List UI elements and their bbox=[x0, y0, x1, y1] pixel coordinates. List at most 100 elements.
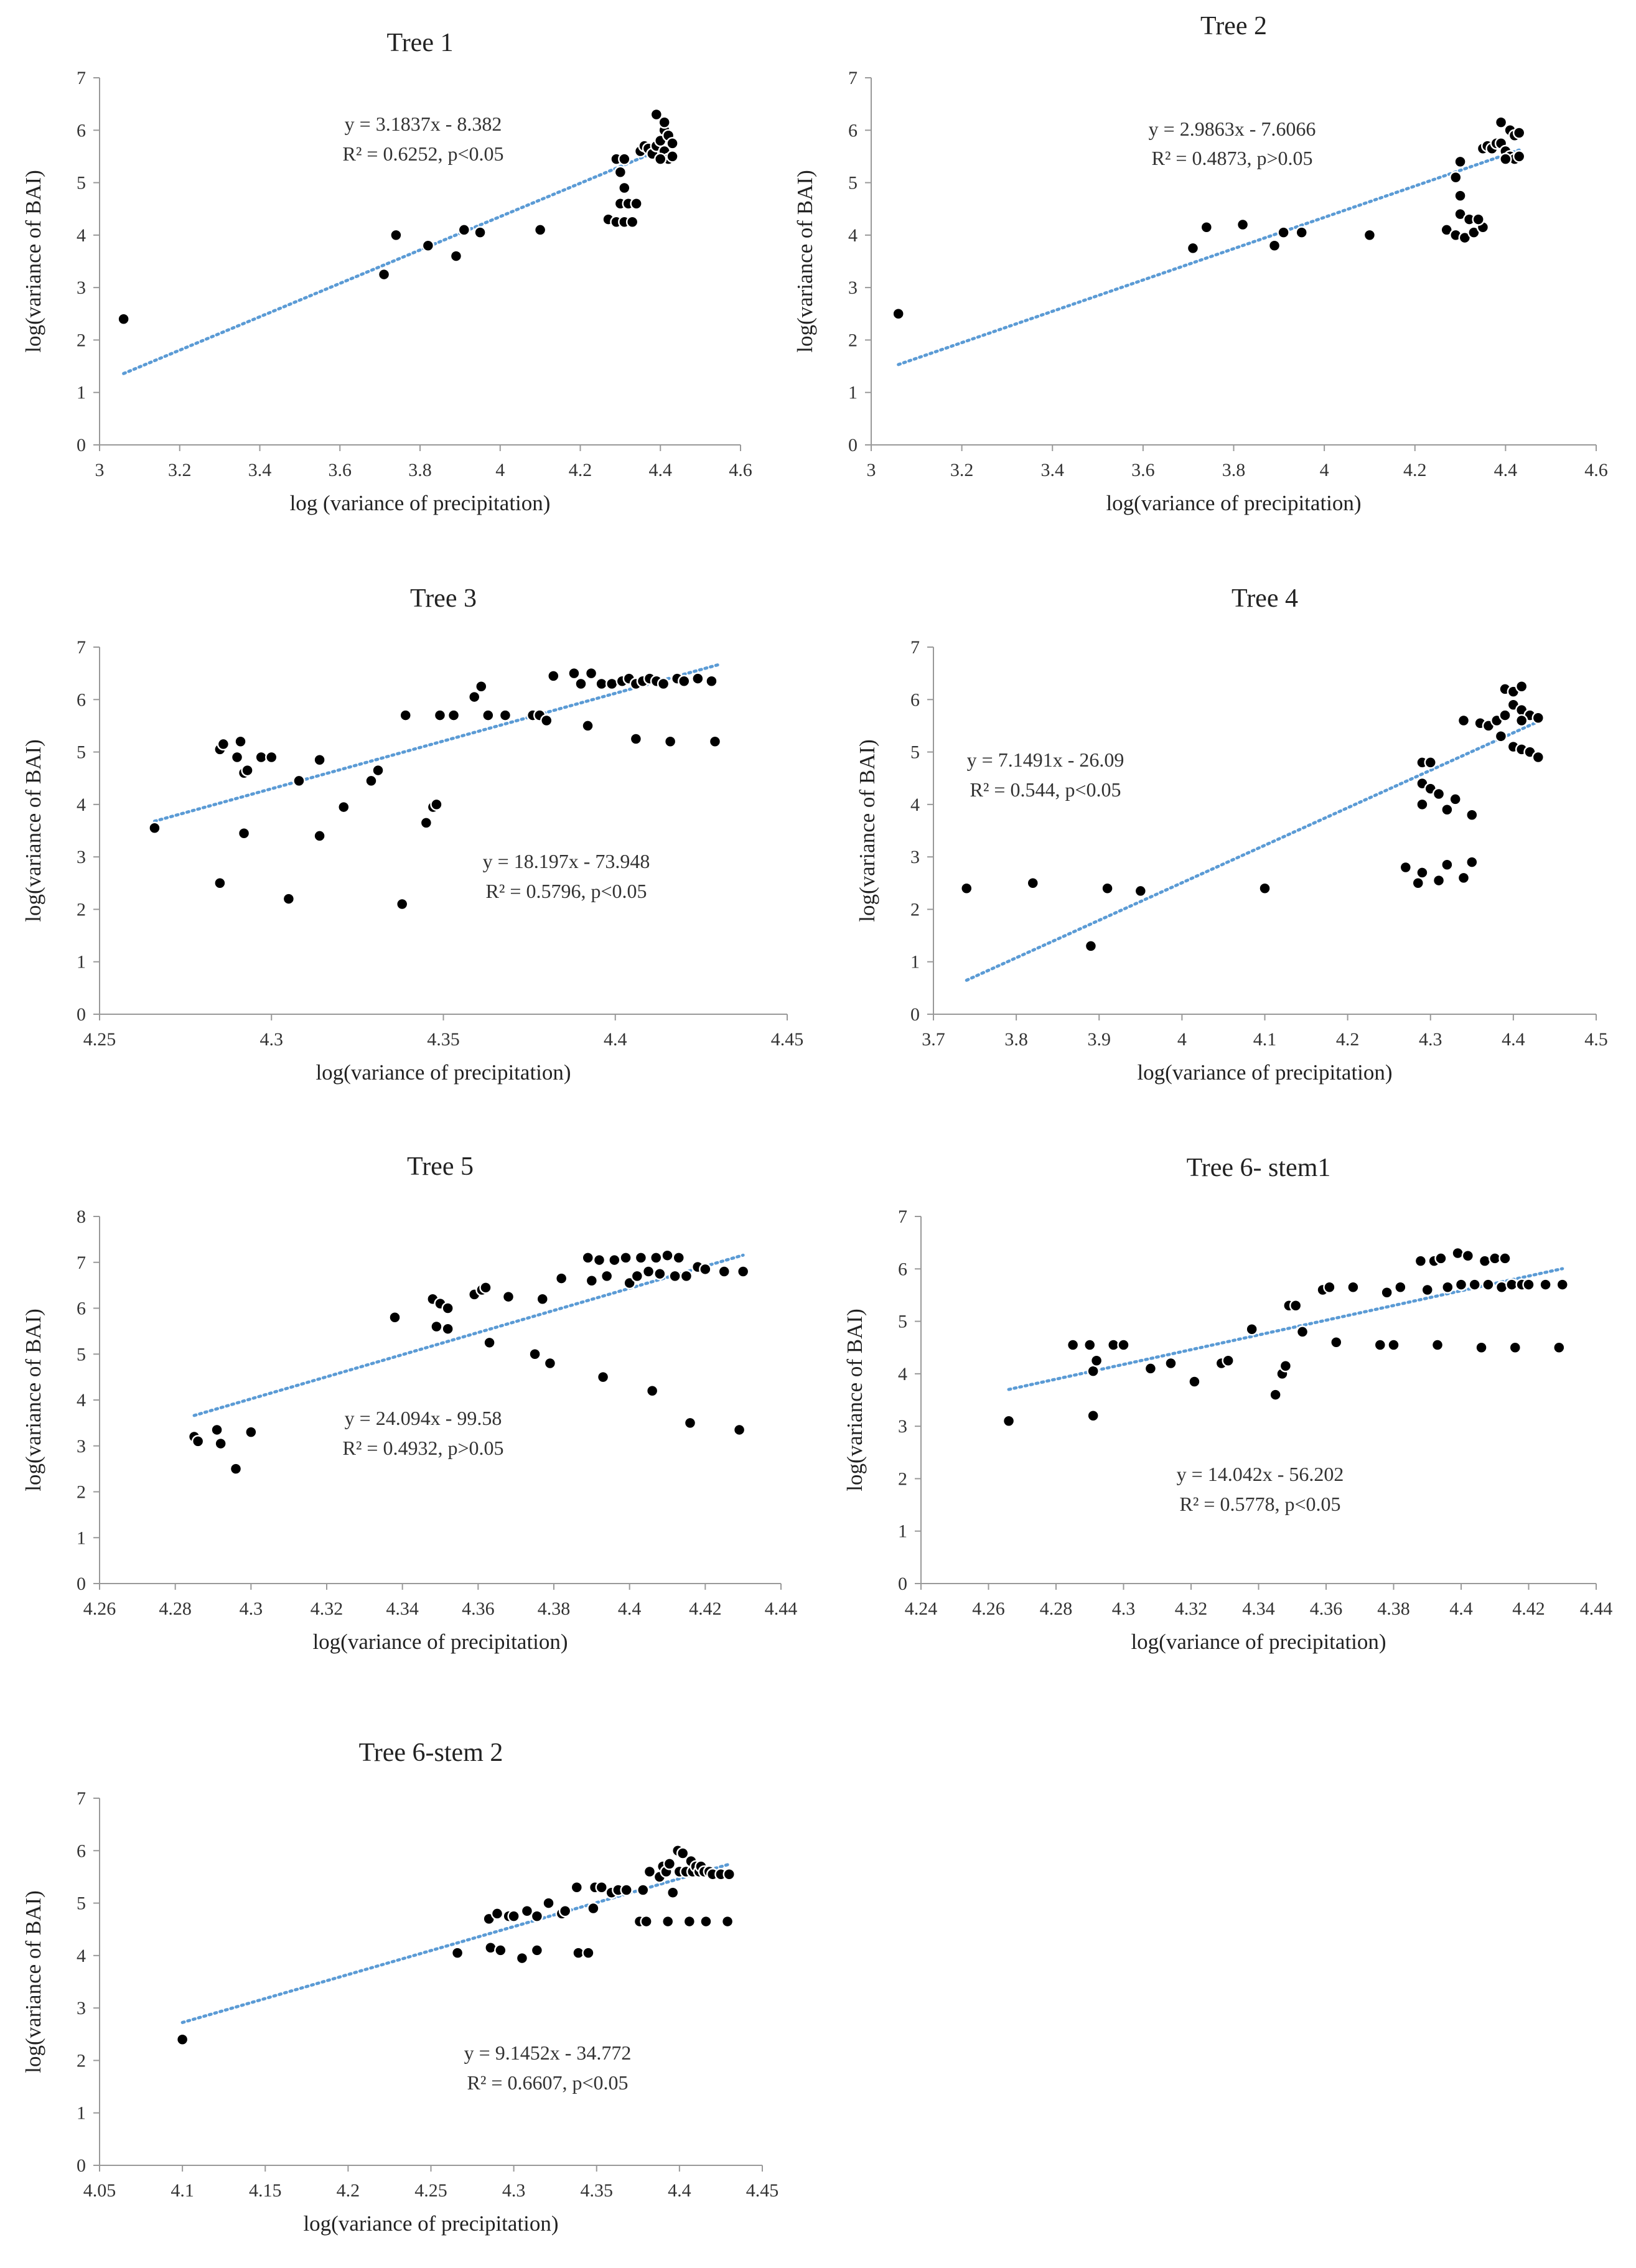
data-point bbox=[543, 1356, 557, 1370]
y-tick-label: 3 bbox=[77, 278, 86, 298]
x-tick-label: 3.2 bbox=[950, 460, 974, 480]
data-point bbox=[1414, 1254, 1428, 1267]
chart-title: Tree 3 bbox=[410, 584, 477, 613]
trendline-equation: y = 24.094x - 99.58 bbox=[345, 1407, 502, 1429]
y-tick-label: 4 bbox=[77, 1390, 86, 1411]
x-axis-label: log(variance of precipitation) bbox=[1106, 491, 1361, 515]
data-point bbox=[1236, 218, 1250, 231]
y-axis-label: log(variance of BAI) bbox=[21, 739, 45, 922]
y-tick-label: 5 bbox=[910, 742, 920, 763]
data-point bbox=[658, 116, 671, 129]
data-point bbox=[313, 753, 326, 767]
x-tick-label: 3 bbox=[867, 460, 876, 480]
data-point bbox=[536, 1292, 549, 1305]
chart-panel-2: Tree 2 0 1 2 3 4 5 6 7 3 3.2 3.4 3.6 3.8 4 4.2 4.4 4.6 log… bbox=[793, 12, 1608, 515]
data-point bbox=[1482, 1278, 1495, 1291]
y-tick-label: 1 bbox=[77, 952, 86, 973]
data-point bbox=[1026, 877, 1039, 890]
data-point bbox=[581, 1251, 594, 1264]
data-point bbox=[1083, 1338, 1096, 1351]
data-point bbox=[642, 1265, 655, 1278]
data-point bbox=[630, 1269, 644, 1283]
y-tick-label: 7 bbox=[77, 68, 86, 88]
data-point bbox=[1186, 241, 1200, 255]
data-point bbox=[637, 1883, 650, 1897]
chart-panel-1: Tree 1 0 1 2 3 4 5 6 7 3 3.2 3.4 3.6 3.8 4 4.2 4.4 4.6 log… bbox=[21, 29, 752, 515]
y-tick-label: 3 bbox=[77, 847, 86, 867]
y-tick-label: 2 bbox=[898, 1468, 907, 1489]
data-point bbox=[1512, 126, 1526, 139]
data-point bbox=[1222, 1354, 1235, 1368]
trendline bbox=[122, 143, 675, 375]
trendline-equation: y = 3.1837x - 8.382 bbox=[345, 113, 502, 135]
data-point bbox=[1188, 1375, 1201, 1388]
data-point bbox=[520, 1904, 534, 1918]
data-point bbox=[1512, 150, 1526, 163]
data-point bbox=[614, 166, 627, 179]
data-point bbox=[292, 774, 306, 788]
data-point bbox=[645, 1384, 659, 1398]
data-point bbox=[661, 1915, 675, 1928]
x-tick-label: 4.24 bbox=[905, 1598, 938, 1619]
chart-title: Tree 6-stem 2 bbox=[359, 1738, 503, 1767]
y-tick-label: 1 bbox=[77, 383, 86, 403]
data-point bbox=[175, 2033, 189, 2046]
data-point bbox=[1449, 170, 1462, 184]
data-point bbox=[732, 1423, 746, 1437]
data-point bbox=[530, 1910, 544, 1923]
r-squared-label: R² = 0.544, p<0.05 bbox=[970, 778, 1121, 801]
x-tick-label: 4.4 bbox=[1494, 460, 1518, 480]
data-point bbox=[663, 1857, 676, 1870]
x-tick-label: 4.3 bbox=[240, 1598, 263, 1619]
data-point bbox=[1087, 1365, 1100, 1378]
y-tick-label: 3 bbox=[848, 278, 858, 298]
y-tick-label: 2 bbox=[910, 899, 920, 920]
data-point bbox=[1090, 1354, 1103, 1368]
data-point bbox=[1258, 882, 1271, 895]
y-axis-label: log(variance of BAI) bbox=[21, 170, 45, 352]
y-tick-label: 4 bbox=[77, 795, 86, 815]
data-point bbox=[490, 1907, 504, 1920]
data-point bbox=[1363, 228, 1377, 242]
data-point bbox=[657, 677, 670, 691]
data-point bbox=[241, 763, 254, 777]
trendline-equation: y = 18.197x - 73.948 bbox=[483, 850, 650, 872]
data-point bbox=[1441, 858, 1454, 872]
x-tick-label: 4.4 bbox=[649, 460, 673, 480]
y-tick-label: 7 bbox=[77, 1253, 86, 1273]
x-axis-label: log(variance of precipitation) bbox=[312, 1630, 568, 1654]
x-tick-label: 4.4 bbox=[604, 1029, 627, 1050]
data-point bbox=[668, 1269, 681, 1283]
y-tick-label: 6 bbox=[77, 120, 86, 141]
data-point bbox=[666, 1886, 680, 1899]
x-tick-label: 3.6 bbox=[1131, 460, 1155, 480]
chart-panel-3: Tree 3 0 1 2 3 4 5 6 7 4.25 4.3 4.35 4.4 4.45 log(vari… bbox=[21, 584, 803, 1085]
data-point bbox=[1164, 1356, 1177, 1370]
x-tick-label: 4.2 bbox=[1403, 460, 1427, 480]
data-point bbox=[1421, 1283, 1434, 1297]
y-tick-label: 7 bbox=[848, 68, 858, 88]
y-tick-label: 1 bbox=[898, 1521, 907, 1542]
data-point bbox=[618, 152, 631, 166]
data-point bbox=[1269, 1388, 1282, 1401]
data-point bbox=[1498, 1252, 1512, 1265]
r-squared-label: R² = 0.5778, p<0.05 bbox=[1179, 1493, 1340, 1515]
data-point bbox=[214, 1437, 227, 1450]
data-point bbox=[1296, 1325, 1309, 1338]
x-tick-label: 4.3 bbox=[260, 1029, 284, 1050]
x-tick-label: 3.4 bbox=[1041, 460, 1065, 480]
x-axis-label: log (variance of precipitation) bbox=[290, 491, 551, 515]
trendline bbox=[897, 148, 1521, 366]
y-tick-label: 5 bbox=[77, 1893, 86, 1914]
data-point bbox=[1330, 1336, 1343, 1349]
y-tick-label: 2 bbox=[77, 2050, 86, 2071]
x-tick-label: 4.1 bbox=[171, 2180, 194, 2201]
data-point bbox=[691, 672, 704, 685]
x-tick-label: 4.4 bbox=[618, 1598, 642, 1619]
data-point bbox=[399, 709, 412, 722]
x-tick-label: 4.15 bbox=[249, 2180, 282, 2201]
y-axis-label: log(variance of BAI) bbox=[843, 1309, 867, 1491]
chart-title: Tree 1 bbox=[387, 29, 454, 57]
y-tick-label: 2 bbox=[77, 330, 86, 350]
data-point bbox=[430, 1320, 443, 1333]
